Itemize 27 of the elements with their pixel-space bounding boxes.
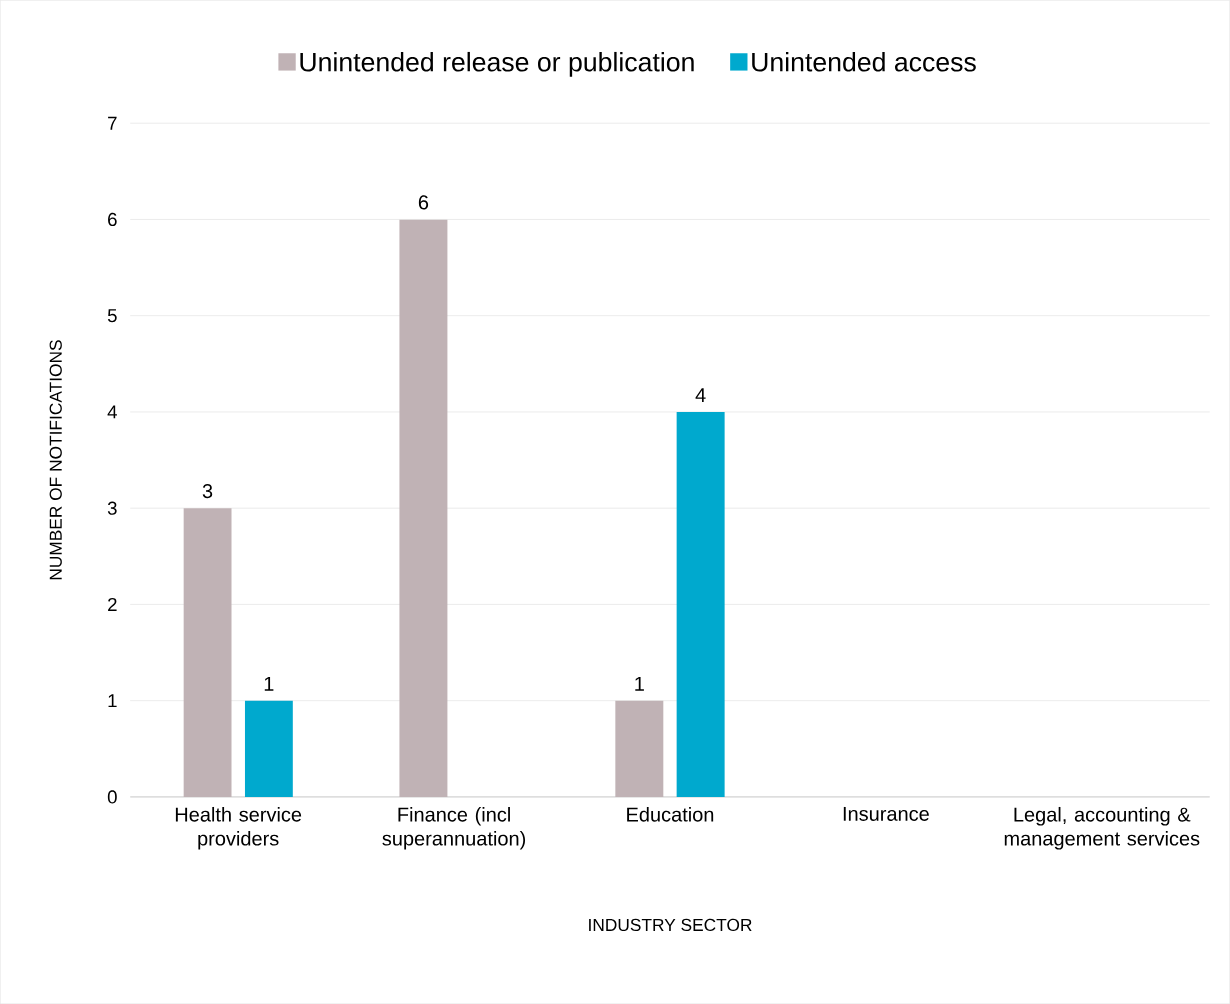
- data-label: 1: [264, 676, 274, 691]
- x-tick-label: Legal, accounting & management services: [1004, 806, 1200, 850]
- y-tick-label: 3: [107, 501, 117, 515]
- y-tick-label: 2: [108, 597, 117, 611]
- x-tick-label: Education: [627, 806, 714, 822]
- bar: [183, 508, 232, 797]
- data-label: 6: [418, 195, 429, 210]
- y-tick-label: 7: [108, 116, 117, 130]
- x-tick-label: Insurance: [843, 806, 929, 821]
- bar: [615, 700, 664, 797]
- data-label: 4: [695, 388, 706, 402]
- y-tick-label: 4: [107, 405, 117, 419]
- data-label: 1: [635, 676, 644, 691]
- legend-label: Unintended access: [752, 51, 976, 72]
- x-axis-title: INDUSTRY SECTOR: [589, 918, 752, 932]
- data-label: 3: [202, 483, 213, 499]
- y-tick-label: 5: [107, 309, 117, 323]
- y-tick-label: 1: [108, 694, 117, 708]
- y-tick-label: 0: [107, 790, 117, 804]
- legend-label: Unintended release or publication: [300, 51, 694, 77]
- x-tick-label: Finance (incl superannuation): [382, 806, 526, 850]
- bar: [244, 700, 293, 797]
- y-axis-title: NUMBER OF NOTIFICATIONS: [49, 340, 62, 580]
- x-tick-label: Health service providers: [175, 806, 302, 850]
- bar: [399, 219, 448, 797]
- y-tick-label: 6: [108, 212, 117, 227]
- bar: [676, 411, 725, 797]
